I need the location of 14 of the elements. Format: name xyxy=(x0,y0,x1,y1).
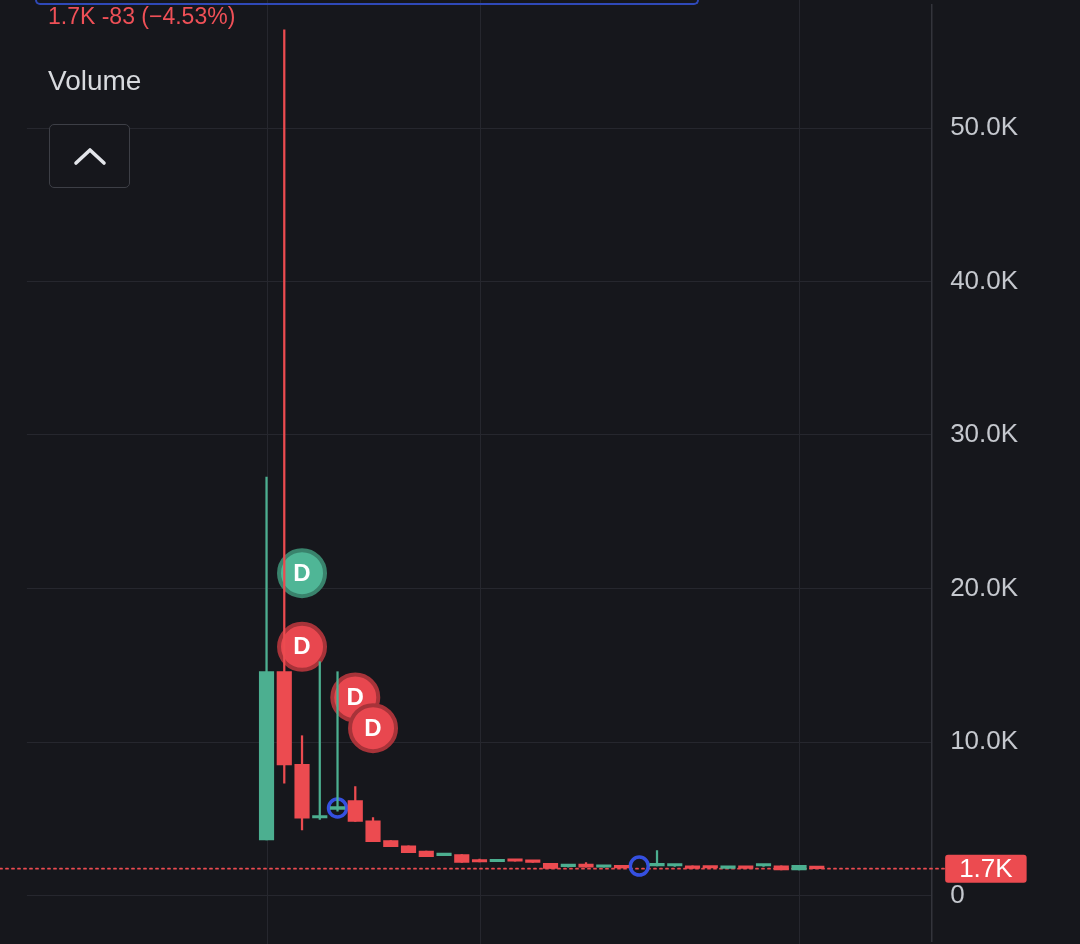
y-tick-label: 40.0K xyxy=(950,264,1019,295)
candlestick xyxy=(329,671,346,812)
y-tick-label: 50.0K xyxy=(950,111,1019,142)
data-label: D xyxy=(293,632,311,660)
point xyxy=(326,797,349,819)
y-tick-label: 20.0K xyxy=(950,571,1019,602)
y-tick-label: 10.0K xyxy=(950,725,1019,756)
point xyxy=(628,855,651,877)
chart-title: 1.7K -83 (−4.53%) xyxy=(48,3,236,29)
data-label: D xyxy=(293,558,311,586)
annotation: Volume xyxy=(48,64,142,98)
data-label: D xyxy=(364,713,382,741)
data-label: D xyxy=(346,683,364,711)
y-tick-label: 30.0K xyxy=(950,418,1019,449)
